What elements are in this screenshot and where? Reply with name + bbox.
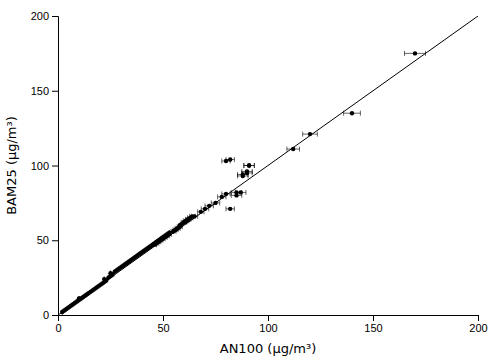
point xyxy=(291,147,295,151)
error-cap xyxy=(221,159,222,164)
error-cap xyxy=(299,147,300,152)
tick-label: 100 xyxy=(31,160,49,172)
tick-label: 50 xyxy=(157,322,169,334)
axis-line xyxy=(52,17,59,316)
x-axis-title: AN100 (μg/m³) xyxy=(220,341,316,356)
error-cap xyxy=(243,163,244,168)
error-cap xyxy=(197,209,198,214)
tick: 150 xyxy=(31,85,58,97)
tick-label: 200 xyxy=(31,10,49,22)
point xyxy=(247,163,251,167)
tick-mark xyxy=(268,315,269,321)
plot-area: 0 50 100 150 200 0 50 100 150 200 xyxy=(31,10,488,334)
point xyxy=(207,204,211,208)
tick-label: 0 xyxy=(43,309,49,321)
error-cap xyxy=(302,132,303,137)
tick-mark xyxy=(52,240,58,241)
point xyxy=(213,201,217,205)
tick-label: 150 xyxy=(31,85,49,97)
error-bar xyxy=(244,163,255,168)
point xyxy=(228,157,232,161)
tick-mark xyxy=(373,315,374,321)
tick: 0 xyxy=(55,315,61,334)
tick-label: 0 xyxy=(55,322,61,334)
point xyxy=(167,232,171,236)
error-cap xyxy=(252,170,253,175)
error-bar xyxy=(287,147,300,152)
point xyxy=(192,214,196,218)
point xyxy=(234,190,238,194)
tick-label: 50 xyxy=(37,234,49,246)
y-axis-title: BAM25 (μg/m³) xyxy=(4,116,19,215)
error-cap xyxy=(237,173,238,178)
point xyxy=(228,207,232,211)
tick: 50 xyxy=(37,234,58,246)
error-cap xyxy=(254,163,255,168)
tick-label: 150 xyxy=(364,322,382,334)
tick: 150 xyxy=(364,315,382,334)
error-bar xyxy=(226,206,234,211)
error-cap xyxy=(234,157,235,162)
tick-mark xyxy=(163,315,164,321)
point xyxy=(308,132,312,136)
tick-mark xyxy=(52,166,58,167)
error-cap xyxy=(254,163,255,168)
error-cap xyxy=(425,51,426,56)
error-cap xyxy=(286,147,287,152)
error-bar xyxy=(344,111,361,116)
point xyxy=(245,171,249,175)
point xyxy=(239,190,243,194)
tick-label: 200 xyxy=(469,322,487,334)
error-bar xyxy=(405,51,426,56)
error-bars xyxy=(62,51,425,315)
point xyxy=(224,159,228,163)
tick: 50 xyxy=(157,315,169,334)
point xyxy=(413,51,417,55)
point xyxy=(350,111,354,115)
error-cap xyxy=(360,111,361,116)
error-bar xyxy=(198,209,204,214)
error-bar xyxy=(211,200,219,205)
x-axis: 0 50 100 150 200 xyxy=(55,315,487,334)
error-bar xyxy=(244,163,255,168)
tick-label: 100 xyxy=(259,322,277,334)
tick-mark xyxy=(52,315,58,316)
error-cap xyxy=(317,132,318,137)
error-cap xyxy=(230,191,231,196)
tick: 200 xyxy=(469,315,487,334)
chart: 0 50 100 150 200 0 50 100 150 200 AN100 (μg/m³) BAM… xyxy=(0,0,500,361)
error-cap xyxy=(234,206,235,211)
point xyxy=(224,192,228,196)
point xyxy=(247,163,251,167)
error-cap xyxy=(245,190,246,195)
axis-line xyxy=(59,316,479,322)
tick: 0 xyxy=(43,309,58,321)
y-axis: 0 50 100 150 200 xyxy=(31,10,59,321)
point xyxy=(199,210,203,214)
error-cap xyxy=(404,51,405,56)
reference-line xyxy=(58,16,478,315)
tick-mark xyxy=(478,315,479,321)
error-bar xyxy=(303,132,318,137)
point xyxy=(241,174,245,178)
error-cap xyxy=(197,214,198,219)
tick-mark xyxy=(52,91,58,92)
tick: 100 xyxy=(31,160,58,172)
point xyxy=(203,207,207,211)
points xyxy=(60,51,417,314)
tick: 200 xyxy=(31,10,58,22)
error-cap xyxy=(217,194,218,199)
error-cap xyxy=(219,200,220,205)
marks xyxy=(58,16,478,315)
error-cap xyxy=(231,190,232,195)
point xyxy=(220,195,224,199)
error-cap xyxy=(243,163,244,168)
tick-mark xyxy=(52,16,58,17)
error-cap xyxy=(343,111,344,116)
tick: 100 xyxy=(259,315,277,334)
error-cap xyxy=(226,206,227,211)
point xyxy=(178,225,182,229)
